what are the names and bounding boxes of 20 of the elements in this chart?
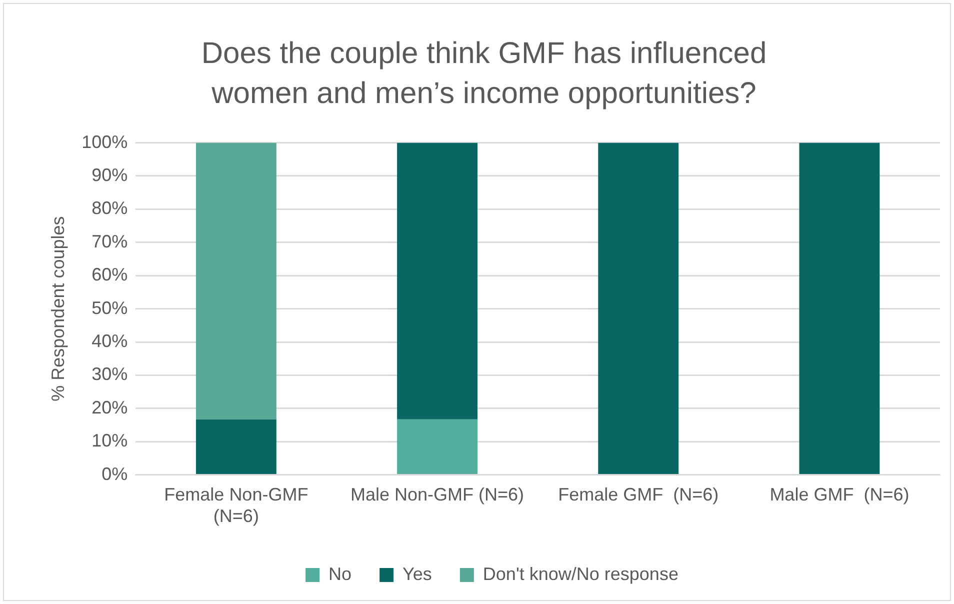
y-axis-title: % Respondent couples (48, 216, 68, 402)
y-tick-label: 0% (102, 464, 128, 484)
legend-label: Yes (402, 564, 432, 584)
y-tick-label: 40% (92, 330, 128, 351)
y-tick-label: 80% (92, 198, 128, 218)
y-tick-label: 20% (92, 397, 128, 418)
y-tick-label: 70% (92, 231, 128, 252)
x-tick-label: Female Non-GMF (N=6) (164, 484, 308, 526)
x-tick-label: Male GMF (N=6) (770, 484, 910, 505)
legend-label: Don't know/No response (482, 564, 678, 584)
x-tick-label: Female GMF (N=6) (558, 484, 719, 505)
y-tick-label: 10% (92, 430, 128, 451)
x-tick-label: Male Non-GMF (N=6) (350, 484, 524, 505)
y-tick-label: 50% (92, 298, 128, 318)
legend-label: No (328, 564, 352, 584)
chart-title: Does the couple think GMF has influenced women and men’s income opportunities? (200, 36, 768, 112)
y-tick-label: 30% (92, 364, 128, 384)
y-tick-label: 90% (92, 164, 128, 185)
y-tick-label: 100% (82, 132, 128, 152)
y-tick-label: 60% (92, 264, 128, 285)
